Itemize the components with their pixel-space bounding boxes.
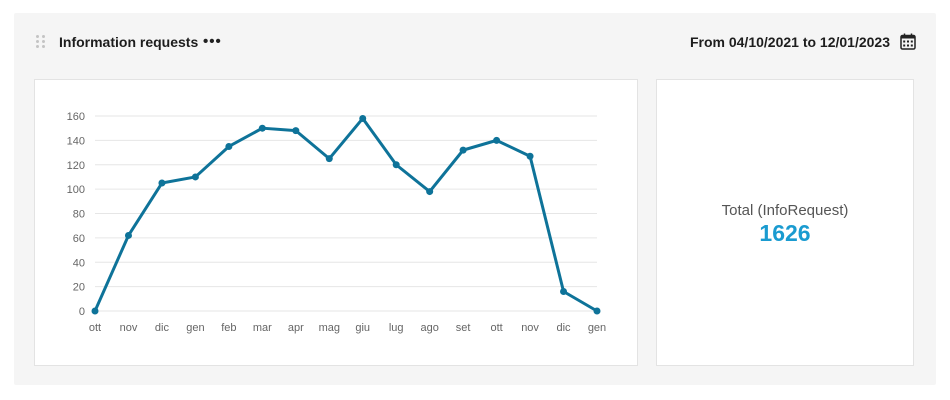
x-tick-label: gen xyxy=(186,322,204,334)
y-tick-label: 60 xyxy=(73,233,85,245)
x-tick-label: mar xyxy=(253,322,272,334)
total-label: Total (InfoRequest) xyxy=(721,202,849,219)
x-tick-label: dic xyxy=(155,322,170,334)
x-tick-label: gen xyxy=(588,322,606,334)
x-tick-label: ago xyxy=(420,322,438,334)
y-tick-label: 0 xyxy=(79,306,85,318)
y-tick-label: 140 xyxy=(67,135,85,147)
data-point[interactable] xyxy=(560,288,568,295)
data-point[interactable] xyxy=(459,146,467,154)
series-line xyxy=(93,116,598,313)
data-point[interactable] xyxy=(158,179,166,187)
total-card: Total (InfoRequest) 1626 xyxy=(656,79,914,366)
data-point[interactable] xyxy=(593,307,601,315)
line-chart: 0 20 40 60 80 100 120 140 160 ott nov dic gen feb mar a… xyxy=(67,111,607,334)
y-tick-label: 20 xyxy=(73,282,85,294)
information-requests-widget: Information requests ••• From 04/10/2021… xyxy=(14,13,936,385)
x-tick-label: mag xyxy=(319,322,340,334)
x-tick-label: set xyxy=(456,322,471,334)
data-point[interactable] xyxy=(191,173,199,181)
y-tick-label: 80 xyxy=(73,209,85,221)
data-point[interactable] xyxy=(426,188,434,196)
data-point[interactable] xyxy=(392,161,400,169)
calendar-icon[interactable] xyxy=(900,33,916,50)
x-tick-label: apr xyxy=(288,322,304,334)
data-point[interactable] xyxy=(225,142,233,150)
x-tick-label: ott xyxy=(490,322,502,334)
x-tick-label: nov xyxy=(521,322,539,334)
x-tick-label: nov xyxy=(120,322,138,334)
chart-card: 0 20 40 60 80 100 120 140 160 ott nov dic gen feb mar a… xyxy=(34,79,638,366)
x-tick-label: giu xyxy=(355,322,370,334)
y-tick-label: 100 xyxy=(67,184,85,196)
widget-header: Information requests ••• From 04/10/2021… xyxy=(14,13,936,71)
data-point[interactable] xyxy=(258,124,266,132)
widget-title: Information requests xyxy=(59,34,199,50)
data-point[interactable] xyxy=(359,114,367,122)
more-horizontal-icon[interactable]: ••• xyxy=(203,33,222,50)
total-value: 1626 xyxy=(759,220,811,246)
data-point[interactable] xyxy=(292,127,300,135)
y-tick-label: 120 xyxy=(67,160,85,172)
x-tick-label: feb xyxy=(221,322,236,334)
data-point[interactable] xyxy=(91,307,99,315)
y-tick-label: 160 xyxy=(67,111,85,123)
date-range: From 04/10/2021 to 12/01/2023 xyxy=(689,34,890,50)
drag-handle-icon[interactable] xyxy=(36,35,46,49)
data-point[interactable] xyxy=(493,136,501,144)
x-tick-label: lug xyxy=(389,322,404,334)
data-point[interactable] xyxy=(124,231,132,239)
data-point[interactable] xyxy=(325,155,333,163)
x-tick-label: ott xyxy=(89,322,101,334)
x-tick-label: dic xyxy=(557,322,572,334)
data-point[interactable] xyxy=(526,152,534,160)
y-tick-label: 40 xyxy=(73,257,85,269)
